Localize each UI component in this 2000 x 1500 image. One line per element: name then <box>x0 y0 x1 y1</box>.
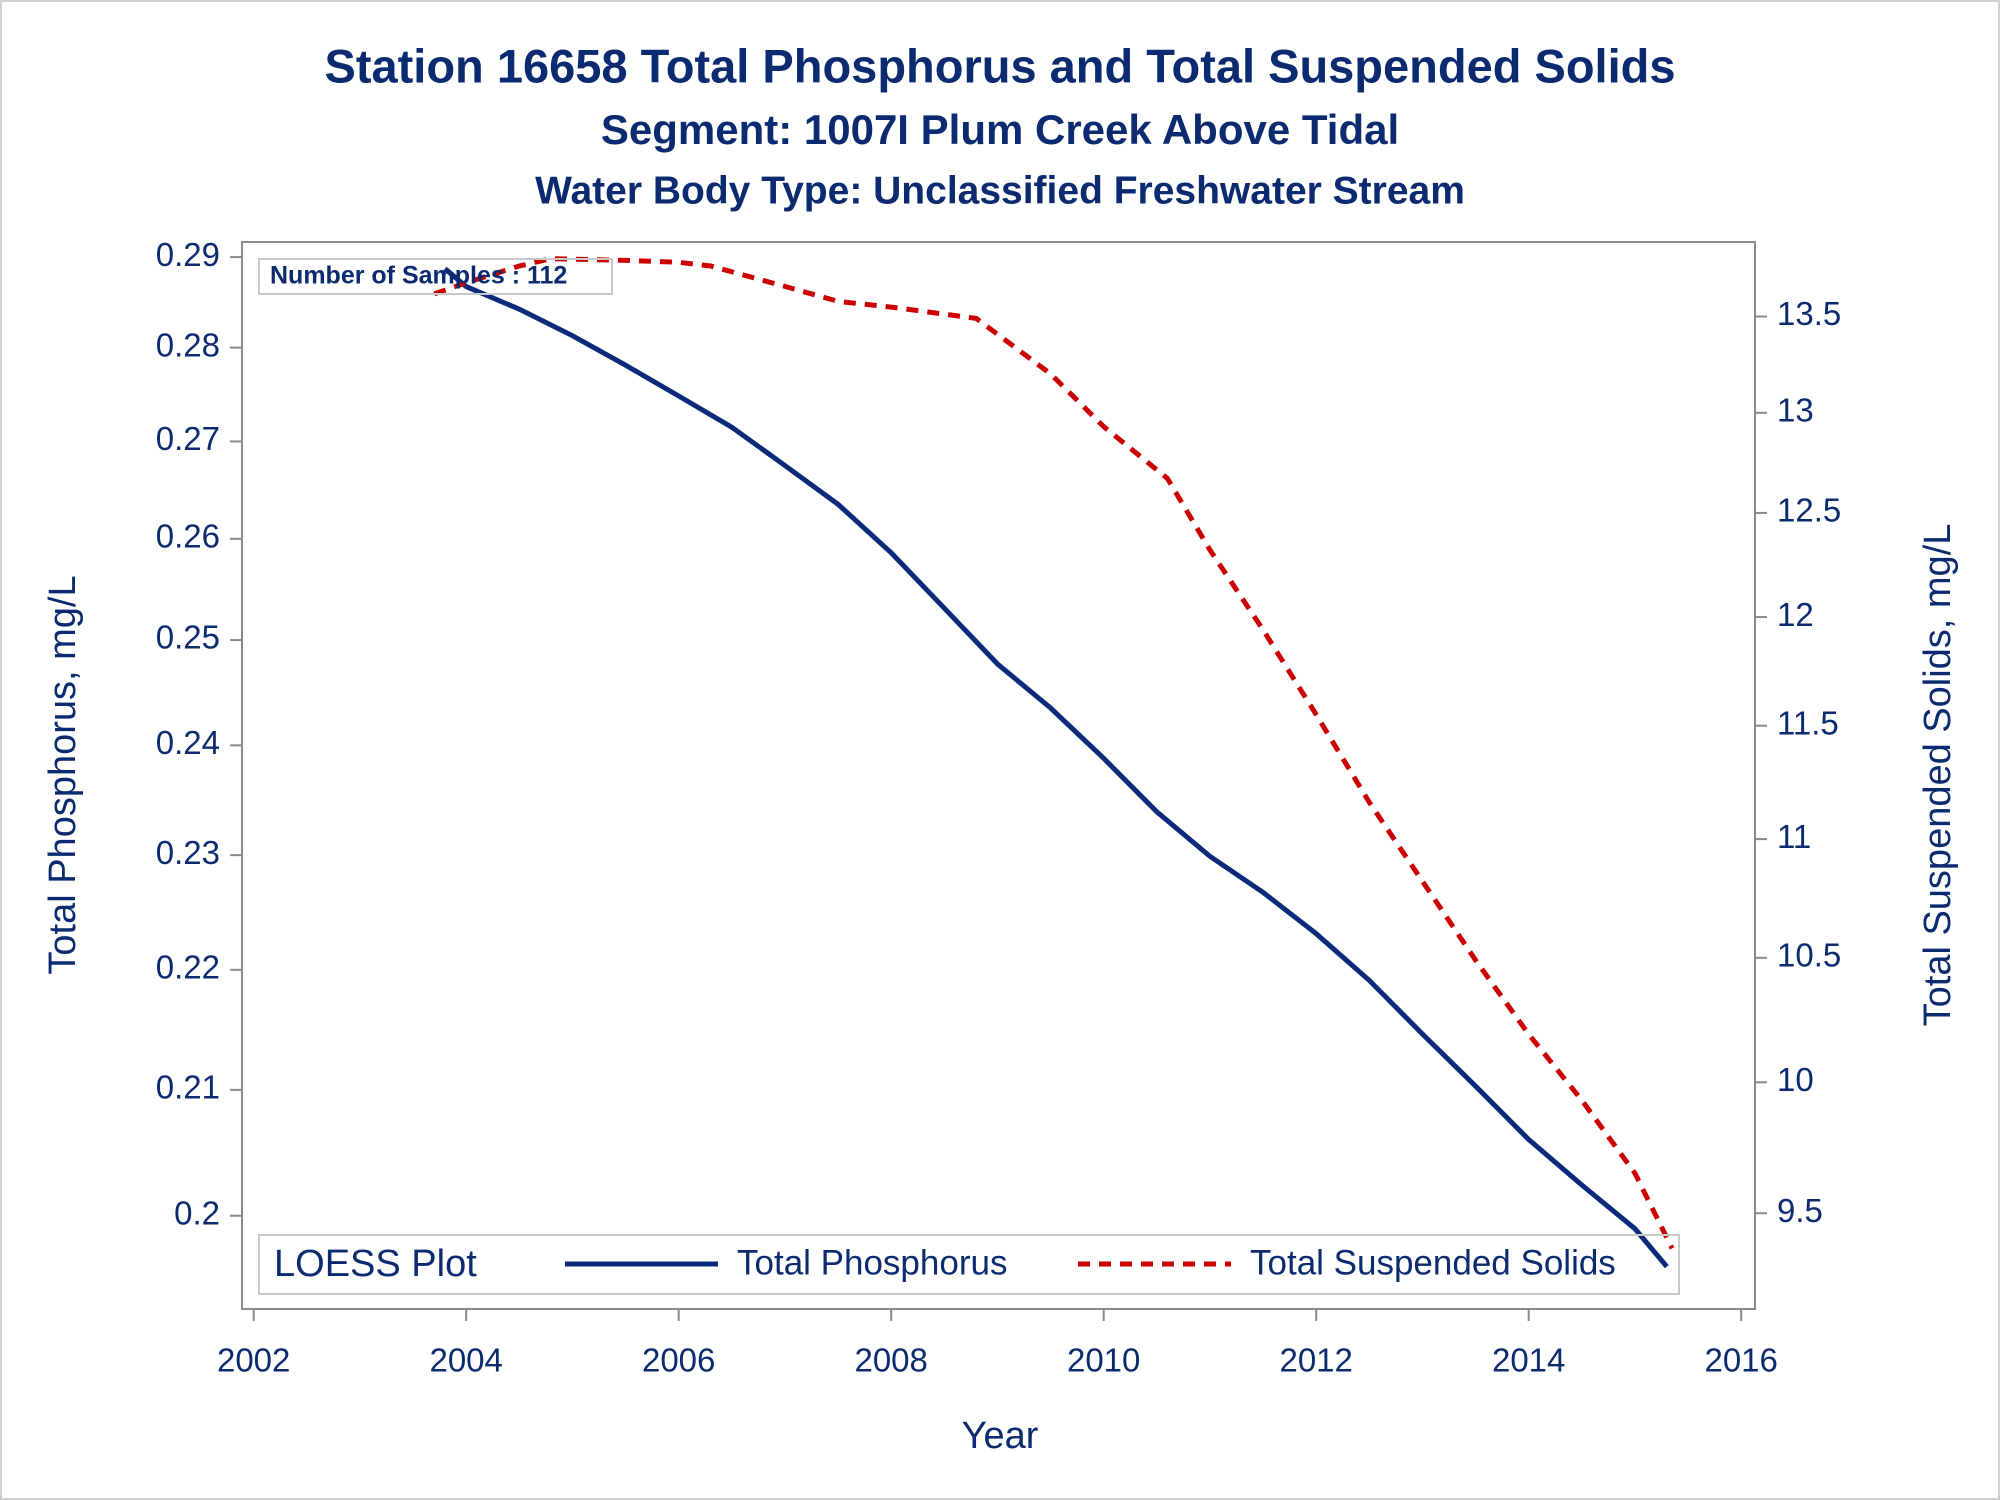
x-axis-label: Year <box>962 1415 1039 1457</box>
x-tick-label: 2002 <box>217 1342 290 1379</box>
y-tick-label: 0.29 <box>156 236 220 273</box>
legend-title: LOESS Plot <box>274 1243 477 1285</box>
y2-tick-label: 12 <box>1777 596 1814 633</box>
x-tick-label: 2004 <box>429 1342 502 1379</box>
series-line <box>433 256 1675 1250</box>
y2-tick-label: 11 <box>1777 818 1811 855</box>
x-tick-label: 2012 <box>1279 1342 1352 1379</box>
y2-tick-label: 11.5 <box>1777 704 1839 741</box>
x-tick-label: 2010 <box>1067 1342 1140 1379</box>
x-tick-label: 2016 <box>1704 1342 1777 1379</box>
legend-label: Total Suspended Solids <box>1250 1243 1616 1282</box>
y2-tick-label: 9.5 <box>1777 1192 1823 1229</box>
y-tick-label: 0.26 <box>156 518 220 555</box>
chart-subtitle: Water Body Type: Unclassified Freshwater… <box>535 169 1465 212</box>
y-tick-label: 0.27 <box>156 420 220 457</box>
y2-axis-label: Total Suspended Solids, mg/L <box>1917 524 1959 1027</box>
annotation: Number of Samples : 112 <box>270 262 567 290</box>
y2-tick-label: 13.5 <box>1777 295 1841 332</box>
y-tick-label: 0.25 <box>156 619 220 656</box>
y-axis-label: Total Phosphorus, mg/L <box>42 575 84 974</box>
x-tick-label: 2006 <box>642 1342 715 1379</box>
y-tick-label: 0.28 <box>156 326 220 363</box>
legend-box <box>258 1234 1680 1295</box>
plot-frame <box>241 241 1756 1310</box>
y-tick-label: 0.23 <box>156 834 220 871</box>
y2-tick-label: 10 <box>1777 1061 1814 1098</box>
y-tick-label: 0.21 <box>156 1069 220 1106</box>
chart-title: Station 16658 Total Phosphorus and Total… <box>325 39 1676 92</box>
chart-subtitle: Segment: 1007I Plum Creek Above Tidal <box>601 106 1399 153</box>
x-tick-label: 2014 <box>1492 1342 1565 1379</box>
y2-tick-label: 13 <box>1777 392 1814 429</box>
legend-label: Total Phosphorus <box>737 1243 1007 1282</box>
y-tick-label: 0.24 <box>156 724 220 761</box>
y2-tick-label: 12.5 <box>1777 492 1841 529</box>
y-tick-label: 0.2 <box>174 1194 220 1231</box>
annotation-box <box>258 258 613 295</box>
x-tick-label: 2008 <box>854 1342 927 1379</box>
y2-tick-label: 10.5 <box>1777 937 1841 974</box>
y-tick-label: 0.22 <box>156 949 220 986</box>
series-line <box>443 266 1669 1269</box>
